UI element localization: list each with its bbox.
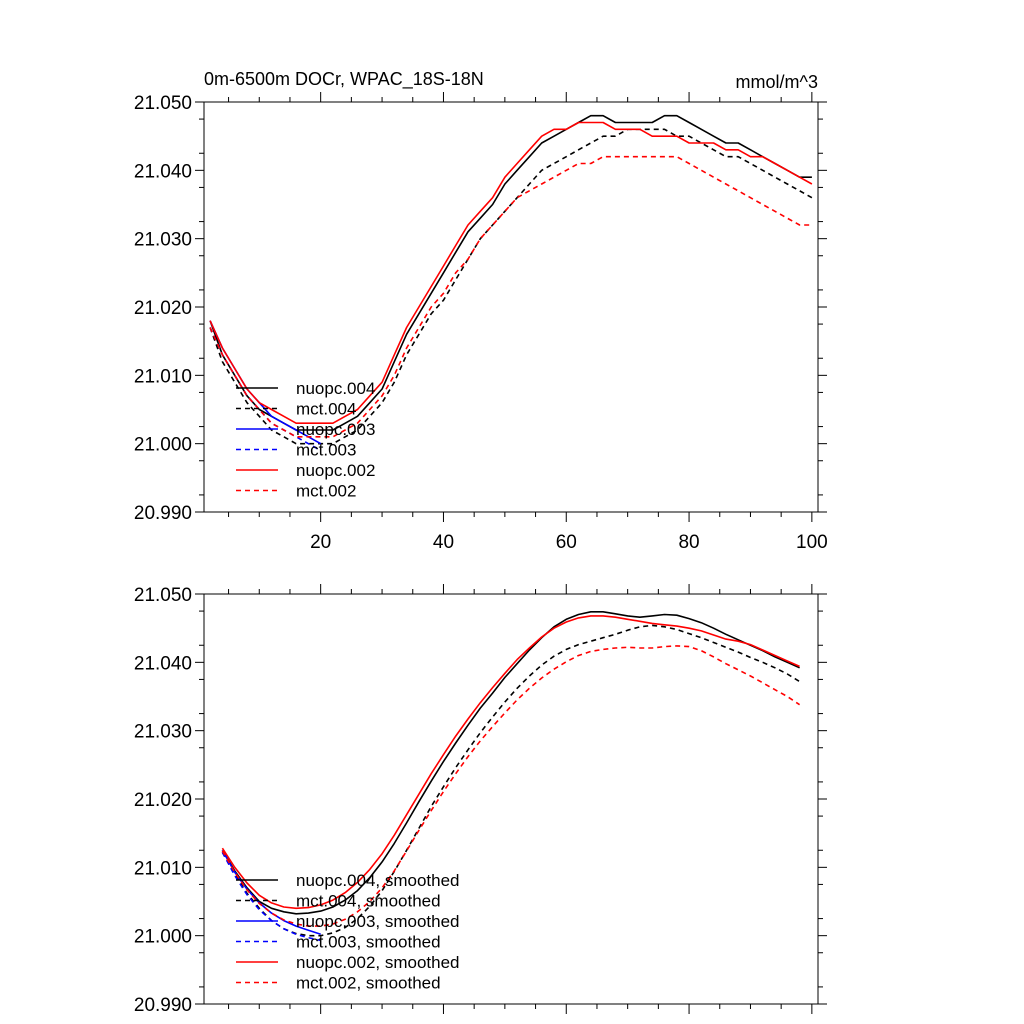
y-tick-label: 21.020: [134, 790, 192, 811]
y-tick-label: 21.010: [134, 366, 192, 387]
top-series-layer: [209, 114, 813, 452]
series-line-nuopc-004: [209, 114, 812, 431]
series-line-mct-002-smoothed: [221, 645, 801, 927]
series-line-mct-004-smoothed: [221, 624, 801, 937]
x-tick-label: 40: [433, 532, 454, 553]
x-tick-label: 80: [678, 532, 699, 553]
legend-label: mct.002: [296, 482, 356, 501]
y-tick-label: 21.020: [134, 298, 192, 319]
y-tick-label: 20.990: [134, 503, 192, 524]
series-line-mct-004: [209, 128, 813, 445]
x-tick-label: 60: [556, 532, 577, 553]
legend-label: nuopc.002: [296, 461, 375, 480]
y-tick-label: 21.050: [134, 585, 192, 606]
legend-label: mct.003, smoothed: [296, 933, 441, 952]
legend-label: nuopc.004: [296, 379, 375, 398]
legend-label: mct.004: [296, 400, 356, 419]
series-line-mct-002: [209, 155, 812, 438]
y-tick-label: 21.010: [134, 858, 192, 879]
bottom-panel: 20.990 21.000 21.010 21.020 21.030 21.040 21.0…: [134, 584, 827, 1016]
y-tick-label: 21.030: [134, 722, 192, 743]
top-axis-layer: 20.990 21.000 21.010 21.020 21.030 21.040 21.0…: [134, 92, 828, 553]
bottom-axis-layer: 20.990 21.000 21.010 21.020 21.030 21.040 21.0…: [134, 584, 827, 1016]
y-tick-label: 21.040: [134, 161, 192, 182]
legend-label: nuopc.003, smoothed: [296, 912, 460, 931]
legend-label: mct.003: [296, 441, 356, 460]
x-tick-label: 100: [796, 532, 828, 553]
legend-label: nuopc.003: [296, 420, 375, 439]
y-tick-label: 21.000: [134, 435, 192, 456]
legend-label: nuopc.002, smoothed: [296, 953, 460, 972]
figure-units: mmol/m^3: [736, 72, 818, 92]
legend-label: nuopc.004, smoothed: [296, 871, 460, 890]
figure-title: 0m-6500m DOCr, WPAC_18S-18N: [204, 69, 484, 90]
y-tick-label: 21.050: [134, 93, 192, 114]
series-line-nuopc-002-smoothed: [221, 615, 800, 910]
y-tick-label: 21.040: [134, 653, 192, 674]
series-line-nuopc-004-smoothed: [221, 610, 800, 915]
x-tick-label: 20: [310, 532, 331, 553]
series-line-nuopc-002: [209, 121, 813, 425]
y-tick-label: 20.990: [134, 995, 192, 1016]
y-tick-label: 21.000: [134, 927, 192, 948]
y-tick-label: 21.030: [134, 230, 192, 251]
top-panel: 20.990 21.000 21.010 21.020 21.030 21.040 21.0…: [134, 92, 828, 553]
legend-label: mct.002, smoothed: [296, 974, 441, 993]
legend-label: mct.004, smoothed: [296, 892, 441, 911]
